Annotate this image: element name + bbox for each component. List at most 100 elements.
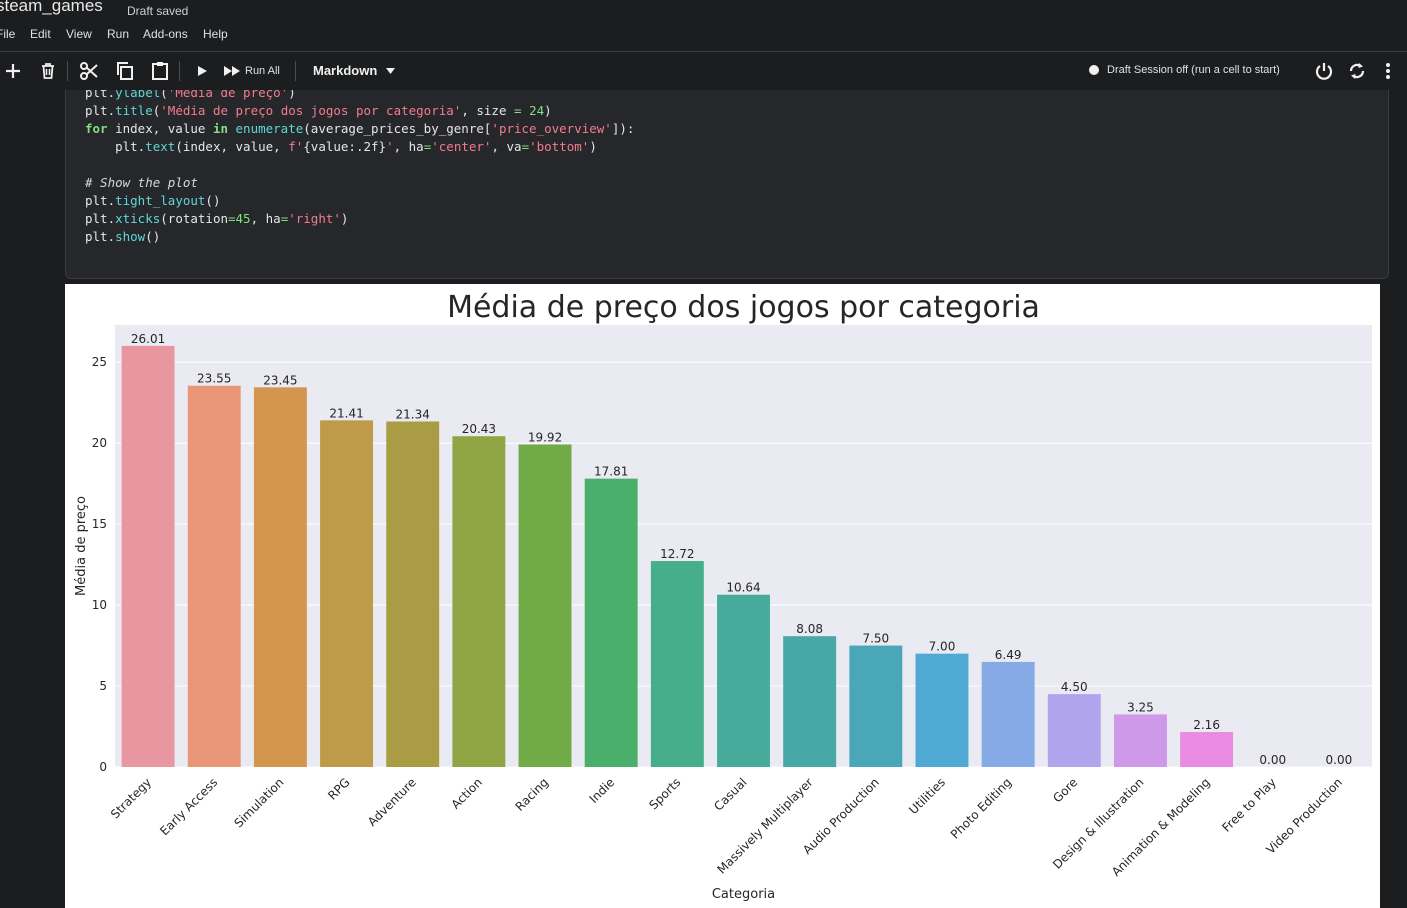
code-token: ) [544,103,552,118]
cell-type-select[interactable]: Markdown [313,63,396,78]
bar [253,387,307,767]
bar-chart: 0 5 10 15 20 25 26.01 Strategy 23.55 Early Access… [74,290,1372,902]
code-token [522,103,530,118]
x-tick-label: Gore [1050,775,1080,805]
bar [452,436,506,767]
bar-value-label: 7.00 [929,640,956,654]
notebook-title[interactable]: steam_games [0,0,103,15]
code-token: show [115,229,146,244]
code-line: plt.text(index, value, f'{value:.2f}', h… [85,138,634,156]
paste-cell-button[interactable] [149,58,171,84]
code-token: enumerate [235,121,304,136]
menu-view[interactable]: View [66,27,92,41]
bar [1113,714,1167,767]
power-button[interactable] [1313,58,1335,84]
code-token: plt. [85,139,146,154]
code-token: 'center' [431,139,492,154]
menu-help[interactable]: Help [203,27,228,41]
code-token: (index, value, [175,139,289,154]
code-token: , va [491,139,522,154]
bar [518,444,572,767]
bar [1180,732,1234,767]
refresh-icon [1349,63,1365,79]
session-status-text: Draft Session off (run a cell to start) [1107,64,1280,76]
bar-value-label: 23.55 [197,372,231,386]
bar-value-label: 26.01 [131,332,165,346]
code-token: plt. [85,193,116,208]
code-token: 'Média de preço dos jogos por categoria' [160,103,462,118]
menu-edit[interactable]: Edit [30,27,51,41]
x-tick-label: Simulation [231,775,286,830]
copy-cell-button[interactable] [114,58,136,84]
bar [981,661,1035,767]
run-cell-button[interactable] [192,58,212,84]
code-token: ylabel [115,90,161,100]
code-line: plt.show() [85,228,634,246]
code-token: (rotation [160,211,228,226]
code-token: (average_prices_by_genre[ [303,121,492,136]
add-cell-button[interactable] [2,58,24,84]
bar-value-label: 23.45 [263,373,297,387]
menu-addons[interactable]: Add-ons [143,27,188,41]
x-tick-label: Early Access [157,775,220,838]
code-token: plt. [85,229,116,244]
code-token: = [521,139,530,154]
y-tick-label: 0 [99,760,107,774]
cell-type-label: Markdown [313,63,378,78]
bar-value-label: 0.00 [1259,753,1286,767]
code-token: plt. [85,103,116,118]
bar-value-label: 3.25 [1127,700,1154,714]
y-tick-label: 20 [92,436,107,450]
bar-value-label: 19.92 [528,430,562,444]
code-token: ' [386,139,394,154]
menu-file[interactable]: File [0,27,16,41]
run-all-button[interactable]: Run All [223,58,293,84]
x-tick-label: Photo Editing [948,775,1014,841]
menu-run[interactable]: Run [107,27,130,41]
x-tick-label: Strategy [108,775,154,821]
x-tick-label: Action [449,775,485,811]
toolbar-divider [179,61,180,81]
notebook-header: steam_games Draft saved File Edit View R… [0,0,1407,52]
code-editor[interactable]: plt.ylabel('Média de preço') plt.title('M… [85,90,634,246]
code-token: index, value [107,121,213,136]
code-token: ) [288,90,296,100]
code-line [85,156,634,174]
delete-cell-button[interactable] [37,58,59,84]
code-token: ]): [611,121,635,136]
session-indicator-icon [1089,65,1099,75]
bar [386,421,440,767]
bar-value-label: 21.41 [329,406,363,420]
code-token: for [85,121,108,136]
code-token: in [212,121,228,136]
code-token: # Show the plot [85,175,198,190]
toolbar-divider [295,61,296,81]
code-token: f' [288,139,304,154]
draft-status: Draft saved [127,4,189,18]
more-options-button[interactable] [1380,58,1396,84]
code-token: 'right' [288,211,341,226]
cut-cell-button[interactable] [78,58,100,84]
code-token: text [145,139,176,154]
code-token: () [145,229,161,244]
trash-icon [42,63,54,79]
bar-value-label: 21.34 [396,407,430,421]
bar-value-label: 7.50 [862,632,889,646]
more-vertical-icon [1386,63,1390,79]
bar-value-label: 20.43 [462,422,496,436]
code-token: ) [340,211,349,226]
session-status: Draft Session off (run a cell to start) [1089,64,1280,76]
code-token: , ha [250,211,281,226]
bar-value-label: 8.08 [796,622,823,636]
code-cell[interactable]: plt.ylabel('Média de preço') plt.title('M… [65,90,1389,279]
x-tick-label: Adventure [365,775,419,829]
x-tick-label: Free to Play [1219,775,1279,835]
code-token: 'Média de preço' [167,90,289,100]
code-token: = [280,211,289,226]
restart-button[interactable] [1346,58,1368,84]
code-line: plt.ylabel('Média de preço') [85,90,634,102]
code-token: 45 [235,211,251,226]
code-token: 'price_overview' [491,121,612,136]
bar [1047,694,1101,767]
code-line: for index, value in enumerate(average_pr… [85,120,634,138]
